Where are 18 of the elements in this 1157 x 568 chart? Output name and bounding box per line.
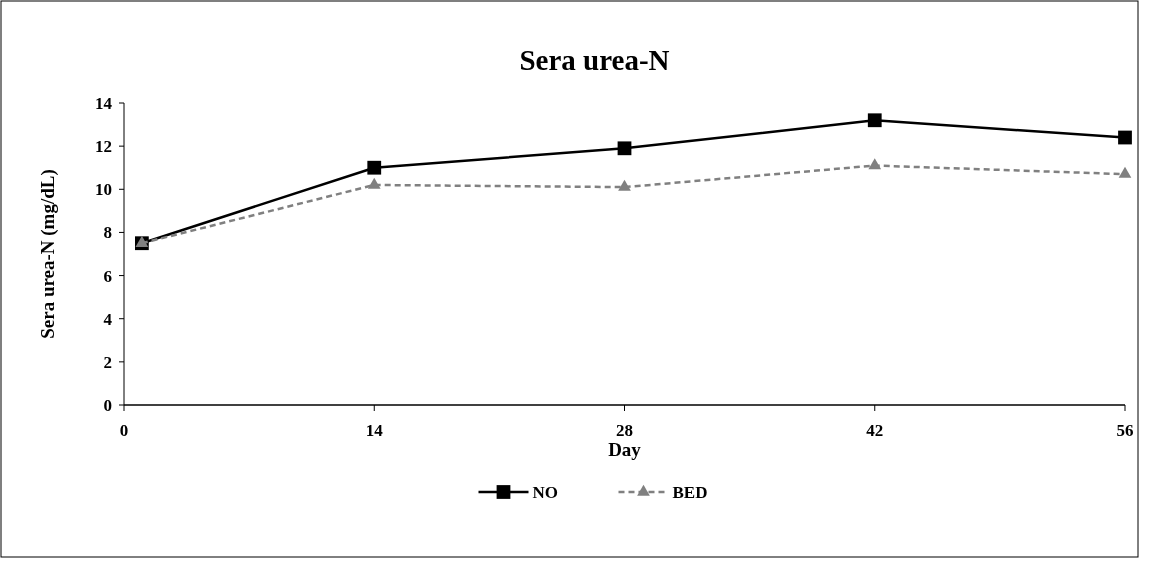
x-tick-label: 28 (616, 421, 633, 440)
legend-label: NO (532, 483, 558, 502)
y-tick-label: 10 (95, 180, 112, 200)
y-tick-label: 8 (103, 223, 112, 243)
x-axis-title: Day (608, 439, 642, 460)
y-tick-label: 0 (103, 396, 112, 415)
legend-label: BED (672, 483, 708, 502)
y-tick-label: 12 (95, 137, 112, 157)
y-tick-label: 14 (95, 94, 113, 113)
x-tick-label: 56 (1116, 421, 1134, 440)
chart-title: Sera urea-N (519, 44, 670, 76)
y-axis-title: Sera urea-N (mg/dL) (37, 169, 59, 339)
x-tick-label: 14 (365, 421, 384, 440)
y-tick-label: 6 (103, 266, 112, 286)
x-tick-label: 42 (866, 421, 884, 440)
x-tick-label: 0 (119, 421, 129, 440)
y-tick-label: 4 (103, 309, 113, 329)
y-tick-label: 2 (103, 352, 112, 372)
